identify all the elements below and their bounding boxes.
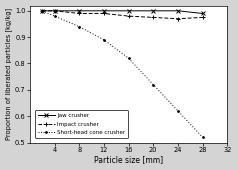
X-axis label: Particle size [mm]: Particle size [mm]	[94, 155, 163, 164]
Legend: Jaw crusher, Impact crusher, Short-head cone crusher: Jaw crusher, Impact crusher, Short-head …	[35, 110, 128, 138]
Y-axis label: Proportion of liberated particles [kg/kg]: Proportion of liberated particles [kg/kg…	[5, 8, 12, 140]
